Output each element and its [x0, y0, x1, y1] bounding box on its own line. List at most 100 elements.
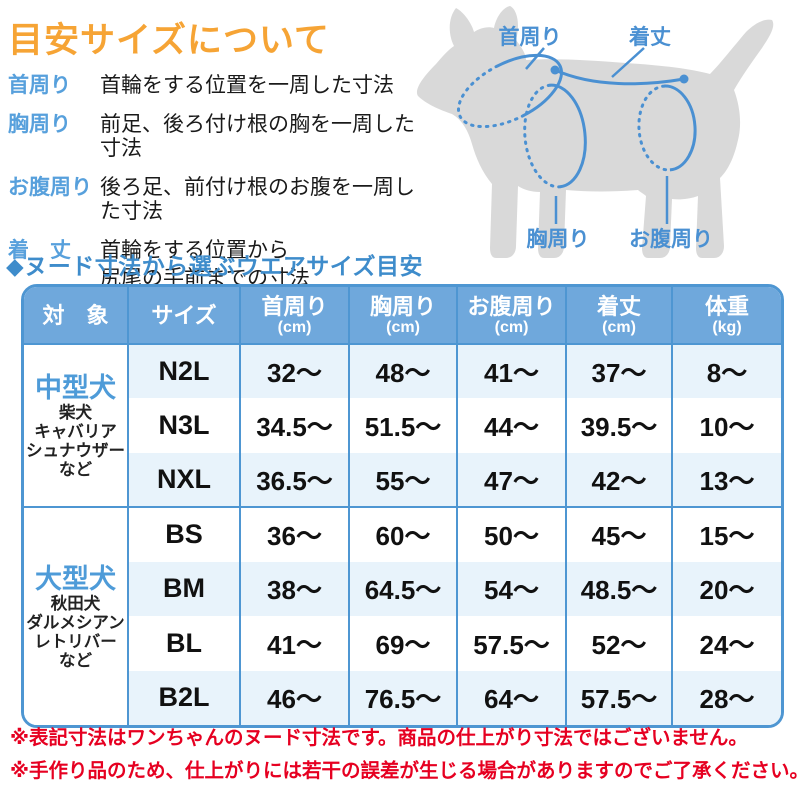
size-table-heading: ◆ヌード寸法から選ぶウエアサイズ目安 [6, 253, 423, 279]
breed-name: ダルメシアン [26, 613, 125, 632]
breed-name: 柴犬 [59, 403, 92, 422]
size-cell: B2L [127, 670, 240, 725]
table-row: 中型犬 柴犬 キャバリア シュナウザー など N2L 32～ 48～ 41～ 3… [24, 344, 781, 508]
group-name: 中型犬 [35, 372, 116, 403]
size-cell: BM [127, 561, 240, 617]
diagram-length-label: 着丈 [628, 25, 671, 49]
header-target: 対 象 [24, 287, 128, 345]
header-label: 首周り [261, 293, 328, 319]
header-label: 体重 [704, 293, 749, 319]
weight-value: 28～ [671, 670, 781, 725]
note-nude-size: ※表記寸法はワンちゃんのヌード寸法です。商品の仕上がり寸法ではございません。 [10, 727, 748, 749]
chest-value: 48～ [348, 344, 457, 399]
header-weight: 体重 (kg) [671, 287, 781, 345]
definition-term: 胸周り [8, 113, 71, 136]
chest-value: 51.5～ [348, 398, 457, 453]
definition-desc: 前足、後ろ付け根の胸を一周した寸法 [100, 113, 428, 165]
group-cell-medium-dogs: 中型犬 柴犬 キャバリア シュナウザー など [24, 344, 128, 508]
belly-value: 41～ [456, 344, 566, 399]
chest-value: 60～ [348, 506, 457, 562]
breed-name: など [59, 460, 92, 479]
breed-name: 秋田犬 [50, 594, 101, 613]
table-row: B2L 46～ 76.5～ 64～ 57.5～ 28～ [24, 670, 781, 725]
dog-measurement-diagram: 首周り 着丈 胸周り お腹周り [408, 0, 800, 270]
belly-value: 57.5～ [456, 616, 566, 671]
size-cell: BS [127, 506, 240, 562]
header-unit: (cm) [386, 318, 420, 336]
header-length: 着丈 (cm) [565, 287, 672, 345]
definition-chest: 胸周り 前足、後ろ付け根の胸を一周した寸法 [8, 113, 428, 165]
table-row: BM 38～ 64.5～ 54～ 48.5～ 20～ [24, 561, 781, 617]
length-value: 57.5～ [565, 670, 672, 725]
size-cell: NXL [127, 452, 240, 508]
table-row: BL 41～ 69～ 57.5～ 52～ 24～ [24, 616, 781, 671]
neck-girth-ellipse-icon [457, 53, 563, 129]
header-unit: (cm) [602, 318, 636, 336]
weight-value: 15～ [671, 506, 781, 562]
header-belly: お腹周り (cm) [456, 287, 566, 345]
neck-value: 41～ [239, 616, 349, 671]
length-value: 45～ [565, 506, 672, 562]
back-length-line-icon [554, 68, 685, 86]
belly-value: 64～ [456, 670, 566, 725]
chest-value: 55～ [348, 452, 457, 508]
chest-value: 64.5～ [348, 561, 457, 617]
table-row: N3L 34.5～ 51.5～ 44～ 39.5～ 10～ [24, 398, 781, 453]
breed-name: レトリバー [34, 632, 117, 651]
group-cell-large-dogs: 大型犬 秋田犬 ダルメシアン レトリバー など [24, 506, 128, 725]
belly-value: 50～ [456, 506, 566, 562]
belly-value: 47～ [456, 452, 566, 508]
weight-value: 24～ [671, 616, 781, 671]
breed-name: キャバリア [34, 422, 117, 441]
neck-value: 36～ [239, 506, 349, 562]
size-table: 対 象 サイズ 首周り (cm) 胸周り (cm) お腹周り (cm) [21, 284, 784, 728]
belly-girth-ellipse-icon [637, 84, 697, 172]
note-handmade: ※手作り品のため、仕上がりには若干の誤差が生じる場合がありますのでご了承ください… [10, 760, 800, 782]
page-title: 目安サイズについて [8, 21, 330, 60]
definition-desc: 首輪をする位置を一周した寸法 [100, 74, 394, 102]
definition-belly: お腹周り 後ろ足、前付け根のお腹を一周した寸法 [8, 176, 428, 228]
chest-value: 69～ [348, 616, 457, 671]
definition-desc-line: 後ろ足、前付け根のお腹を一周した寸法 [100, 176, 415, 223]
diagram-neck-label: 首周り [499, 25, 562, 49]
header-label: 着丈 [596, 293, 641, 319]
breed-name: シュナウザー [26, 441, 125, 460]
length-value: 42～ [565, 452, 672, 508]
group-name: 大型犬 [35, 563, 116, 594]
length-value: 52～ [565, 616, 672, 671]
definition-term: 着 丈 [8, 239, 71, 262]
measurement-definitions: 首周り 首輪をする位置を一周した寸法 胸周り 前足、後ろ付け根の胸を一周した寸法… [8, 74, 428, 306]
length-value: 39.5～ [565, 398, 672, 453]
header-chest: 胸周り (cm) [348, 287, 457, 345]
table-row: 大型犬 秋田犬 ダルメシアン レトリバー など BS 36～ 60～ 50～ 4… [24, 506, 781, 725]
weight-value: 13～ [671, 452, 781, 508]
definition-term: 首周り [8, 74, 71, 97]
header-unit: (cm) [494, 318, 529, 336]
dog-silhouette-icon [416, 6, 774, 258]
header-label: 対 象 [42, 302, 109, 328]
belly-value: 54～ [456, 561, 566, 617]
length-value: 48.5～ [565, 561, 672, 617]
neck-value: 34.5～ [239, 398, 349, 453]
neck-value: 46～ [239, 670, 349, 725]
weight-value: 10～ [671, 398, 781, 453]
diagram-belly-label: お腹周り [629, 227, 713, 251]
definition-neck: 首周り 首輪をする位置を一周した寸法 [8, 74, 428, 102]
header-size: サイズ [127, 287, 240, 345]
size-cell: N2L [127, 344, 240, 399]
header-label: お腹周り [467, 293, 556, 319]
diagram-chest-label: 胸周り [527, 227, 590, 251]
table-header-row: 対 象 サイズ 首周り (cm) 胸周り (cm) お腹周り (cm) [24, 287, 781, 345]
neck-pointer-line-icon [525, 47, 545, 70]
neck-value: 38～ [239, 561, 349, 617]
table-row: NXL 36.5～ 55～ 47～ 42～ 13～ [24, 452, 781, 508]
header-unit: (cm) [277, 318, 312, 336]
definition-desc-line: 首輪をする位置から [100, 239, 289, 262]
definition-term: お腹周り [8, 176, 92, 199]
length-pointer-line-icon [611, 47, 645, 78]
length-end-dot-icon [679, 74, 689, 84]
breed-name: など [59, 651, 92, 670]
footer-notes: ※表記寸法はワンちゃんのヌード寸法です。商品の仕上がり寸法ではございません。 ※… [10, 722, 800, 788]
header-neck: 首周り (cm) [239, 287, 349, 345]
chest-girth-ellipse-icon [523, 83, 587, 189]
